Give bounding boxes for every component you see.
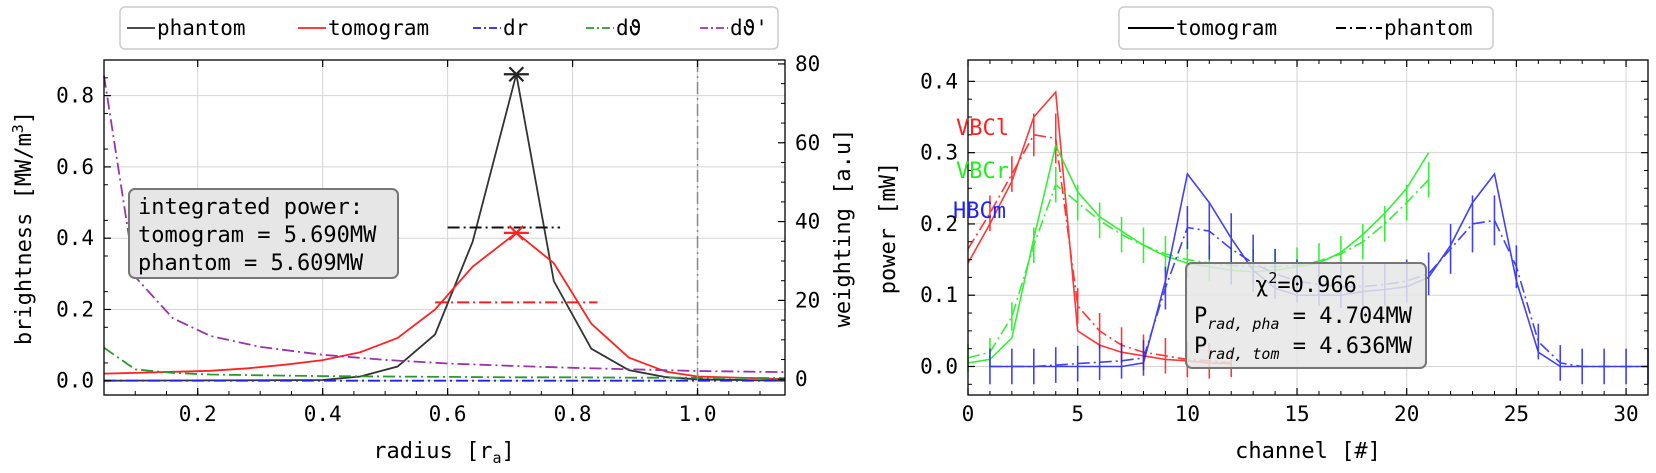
right-legend-frame [1118,6,1494,50]
right-ytick-label: 0.1 [920,283,958,307]
left-ytick-label: 0.2 [56,297,94,321]
left-ylabel: brightness [MW/m3] [9,111,37,345]
left-xtick-label: 0.8 [554,402,592,426]
integrated-power-tomogram: tomogram = 5.690MW [138,223,377,248]
right-ytick-label: 0.2 [920,212,958,236]
left-legend-label: phantom [157,16,246,40]
right-xtick-label: 20 [1394,402,1419,426]
chi-square-box: χ2=0.966 Prad, pha = 4.704MW Prad, tom =… [1185,262,1427,369]
integrated-power-box-bg [128,188,399,279]
left-xtick-label: 0.4 [304,402,342,426]
right-legend: tomogram phantom [1118,6,1494,50]
phantom-line [967,179,1430,359]
left-series [103,74,786,382]
right-xtick-label: 0 [962,402,975,426]
right-xtick-label: 25 [1504,402,1529,426]
peak-marker [503,66,529,83]
prad-tomogram: Prad, tom = 4.636MW [1194,334,1413,363]
right-panel: 0 5 10 15 20 25 30 0.0 0.1 0.2 0.3 0.4 VBCl VBCr HB… [876,6,1649,464]
left-series-line [103,346,786,379]
left-series-line [103,231,786,380]
left-legend-label: tomogram [328,16,429,40]
left-y2label: weighting [a.u] [831,129,856,328]
left-legend: phantom tomogram dr dϑ dϑ' [119,6,779,50]
left-legend-frame [119,6,779,50]
left-y2tick-label: 80 [795,52,820,76]
group-label-vbcr: VBCr [956,159,1009,184]
prad-phantom: Prad, pha = 4.704MW [1194,304,1413,333]
right-xtick-label: 30 [1613,402,1638,426]
group-label-hbcm: HBCm [953,199,1006,224]
left-xtick-label: 0.6 [429,402,467,426]
right-legend-items: tomogram phantom [1128,16,1473,40]
right-ylabel: power [mW] [876,162,901,294]
right-axes-frame [967,59,1649,396]
right-xtick-label: 5 [1071,402,1084,426]
left-ytick-label: 0.0 [56,369,94,393]
right-xlabel: channel [#] [1235,439,1381,464]
left-y2tick-label: 0 [795,367,808,391]
left-ytick-label: 0.8 [56,84,94,108]
right-ytick-label: 0.3 [920,141,958,165]
right-ytick-label: 0.4 [920,69,958,93]
left-ytick-label: 0.6 [56,155,94,179]
left-ytick-label: 0.4 [56,226,94,250]
chi-square-box-bg [1185,262,1427,369]
right-ticks: 0 5 10 15 20 25 30 0.0 0.1 0.2 0.3 0.4 [920,60,1649,426]
integrated-power-phantom: phantom = 5.609MW [138,251,364,276]
left-legend-label: dϑ [616,16,641,40]
left-y2tick-label: 20 [795,288,820,312]
left-series-line [103,75,786,373]
integrated-power-box: integrated power: tomogram = 5.690MW pha… [128,188,399,279]
left-legend-items: phantom tomogram dr dϑ dϑ' [127,16,768,40]
left-xtick-label: 1.0 [679,402,717,426]
left-markers [435,60,699,395]
right-legend-label: phantom [1384,16,1473,40]
right-xtick-label: 15 [1284,402,1309,426]
right-ytick-label: 0.0 [920,354,958,378]
chi-square-value: χ2=0.966 [1255,269,1357,298]
left-panel: 0.2 0.4 0.6 0.8 1.00.00.20.40.60.8020406080 … [9,6,856,467]
peak-marker [503,225,529,241]
left-xtick-label: 0.2 [179,402,217,426]
right-xtick-label: 10 [1175,402,1200,426]
left-y2tick-label: 40 [795,210,820,234]
integrated-power-title: integrated power: [138,195,363,220]
left-xlabel: radius [ra] [373,439,515,467]
left-ticks: 0.2 0.4 0.6 0.8 1.0 0.0 0.2 0.4 0.6 0.8 0 20 40 60 80 [56,52,820,426]
left-legend-label: dr [503,16,528,40]
left-legend-label: dϑ' [730,16,768,40]
right-legend-label: tomogram [1176,16,1277,40]
group-label-vbcl: VBCl [956,116,1009,141]
left-axes-frame [103,59,786,396]
left-y2tick-label: 60 [795,131,820,155]
